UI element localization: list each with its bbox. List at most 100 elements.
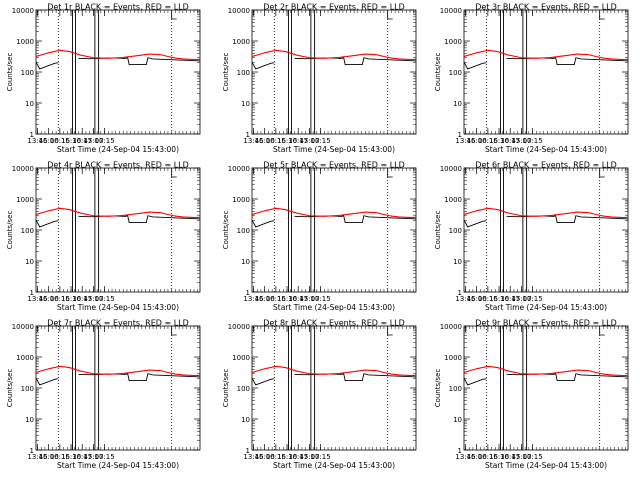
panel-title: Det 2r BLACK = Events, RED = LLD xyxy=(263,3,405,12)
bracket-marker xyxy=(171,327,177,336)
y-tick-label: 100 xyxy=(237,385,250,393)
y-tick-label: 1000 xyxy=(232,196,250,204)
bracket-marker xyxy=(387,169,393,178)
x-tick-label: 17:00 xyxy=(83,295,103,303)
bracket-marker xyxy=(387,11,393,20)
x-tick-label: 16:45 xyxy=(72,295,92,303)
x-tick-label: 16:30 xyxy=(489,295,509,303)
x-tick-label: 16:30 xyxy=(61,295,81,303)
y-tick-label: 10 xyxy=(453,100,462,108)
x-tick-label: 17:00 xyxy=(511,295,531,303)
y-tick-label: 10000 xyxy=(228,323,250,331)
det-panel-6: Det 6r BLACK = Events, RED = LLD 1 10 100 10… xyxy=(434,161,629,312)
x-tick-label: 16:45 xyxy=(288,295,308,303)
x-tick-label: 16:30 xyxy=(61,137,81,145)
y-tick-label: 10000 xyxy=(440,165,462,173)
y-axis-label: Counts/sec xyxy=(6,53,14,92)
x-tick-label: 17:15 xyxy=(94,137,114,145)
x-tick-label: 16:00 xyxy=(467,453,487,461)
y-tick-label: 10000 xyxy=(12,7,34,15)
events-series xyxy=(252,215,416,228)
lld-series xyxy=(464,207,628,219)
panel-title: Det 4r BLACK = Events, RED = LLD xyxy=(47,161,189,170)
x-axis-label: Start Time (24-Sep-04 15:43:00) xyxy=(485,303,607,312)
x-tick-label: 17:15 xyxy=(94,295,114,303)
x-tick-label: 16:45 xyxy=(72,453,92,461)
x-tick-label: 17:15 xyxy=(522,453,542,461)
x-tick-label: 13:45 xyxy=(455,453,475,461)
det-panel-7: Det 7r BLACK = Events, RED = LLD 1 10 100 10… xyxy=(6,319,201,470)
x-tick-label: 17:15 xyxy=(310,137,330,145)
y-tick-label: 10 xyxy=(25,258,34,266)
y-tick-label: 100 xyxy=(237,227,250,235)
plot-frame xyxy=(463,167,629,293)
x-tick-label: 17:15 xyxy=(310,453,330,461)
lld-series xyxy=(252,365,416,377)
y-tick-label: 1 xyxy=(30,131,34,139)
x-tick-label: 16:30 xyxy=(489,137,509,145)
x-tick-label: 16:30 xyxy=(489,453,509,461)
y-tick-label: 10000 xyxy=(228,165,250,173)
y-tick-label: 10000 xyxy=(12,165,34,173)
y-tick-label: 100 xyxy=(449,385,462,393)
y-tick-label: 100 xyxy=(449,227,462,235)
y-tick-label: 100 xyxy=(21,69,34,77)
x-tick-label: 16:00 xyxy=(255,453,275,461)
plot-frame xyxy=(463,9,629,135)
plot-frame xyxy=(251,167,417,293)
x-tick-label: 16:45 xyxy=(500,295,520,303)
y-tick-label: 10 xyxy=(241,100,250,108)
x-axis-label: Start Time (24-Sep-04 15:43:00) xyxy=(485,461,607,470)
x-tick-label: 16:00 xyxy=(467,295,487,303)
x-tick-label: 16:30 xyxy=(277,453,297,461)
y-tick-label: 1000 xyxy=(232,354,250,362)
x-tick-label: 13:45 xyxy=(27,295,47,303)
bracket-marker xyxy=(599,11,605,20)
y-tick-label: 10000 xyxy=(440,7,462,15)
y-tick-label: 1000 xyxy=(16,196,34,204)
x-tick-label: 16:30 xyxy=(61,453,81,461)
bracket-marker xyxy=(599,327,605,336)
x-tick-label: 16:45 xyxy=(500,453,520,461)
y-tick-label: 1000 xyxy=(444,196,462,204)
x-axis-label: Start Time (24-Sep-04 15:43:00) xyxy=(273,461,395,470)
x-tick-label: 13:45 xyxy=(27,453,47,461)
y-axis-label: Counts/sec xyxy=(222,369,230,408)
x-tick-label: 16:15 xyxy=(266,453,286,461)
x-tick-label: 17:15 xyxy=(94,453,114,461)
x-tick-label: 13:45 xyxy=(27,137,47,145)
y-axis-label: Counts/sec xyxy=(222,211,230,250)
x-tick-label: 17:00 xyxy=(511,137,531,145)
y-tick-label: 100 xyxy=(237,69,250,77)
plot-frame xyxy=(35,167,201,293)
panel-title: Det 7r BLACK = Events, RED = LLD xyxy=(47,319,189,328)
plot-frame xyxy=(35,325,201,451)
y-tick-label: 1000 xyxy=(16,354,34,362)
x-tick-label: 16:15 xyxy=(50,295,70,303)
det-panel-5: Det 5r BLACK = Events, RED = LLD 1 10 100 10… xyxy=(222,161,417,312)
det-panel-2: Det 2r BLACK = Events, RED = LLD 1 10 100 10… xyxy=(222,3,417,154)
x-tick-label: 16:30 xyxy=(277,295,297,303)
y-axis-label: Counts/sec xyxy=(6,369,14,408)
x-tick-label: 16:00 xyxy=(39,295,59,303)
det-panel-3: Det 3r BLACK = Events, RED = LLD 1 10 100 10… xyxy=(434,3,629,154)
x-tick-label: 17:15 xyxy=(522,295,542,303)
bracket-marker xyxy=(599,169,605,178)
x-tick-label: 16:15 xyxy=(478,453,498,461)
y-tick-label: 10 xyxy=(241,258,250,266)
x-tick-label: 16:15 xyxy=(266,137,286,145)
y-tick-label: 1 xyxy=(458,131,462,139)
x-axis-label: Start Time (24-Sep-04 15:43:00) xyxy=(57,303,179,312)
panel-title: Det 3r BLACK = Events, RED = LLD xyxy=(475,3,617,12)
x-tick-label: 13:45 xyxy=(455,295,475,303)
y-tick-label: 10 xyxy=(453,258,462,266)
y-tick-label: 10000 xyxy=(228,7,250,15)
y-tick-label: 100 xyxy=(21,227,34,235)
x-tick-label: 16:00 xyxy=(467,137,487,145)
y-tick-label: 10 xyxy=(25,100,34,108)
y-tick-label: 1 xyxy=(458,447,462,455)
x-tick-label: 16:15 xyxy=(478,137,498,145)
y-tick-label: 1 xyxy=(30,447,34,455)
x-axis-label: Start Time (24-Sep-04 15:43:00) xyxy=(273,145,395,154)
